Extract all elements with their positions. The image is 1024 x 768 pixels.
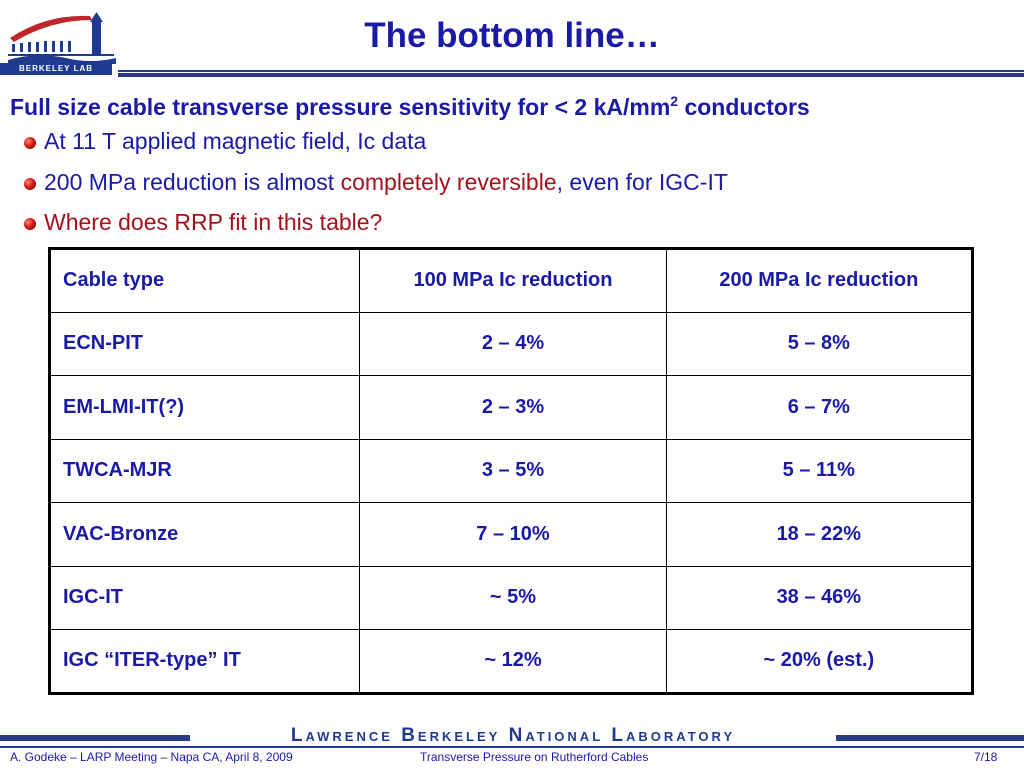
- table-cell: ECN-PIT: [48, 311, 361, 376]
- logo-caption-band: [0, 63, 112, 75]
- pressure-sensitivity-table: Cable type 100 MPa Ic reduction 200 MPa …: [48, 247, 974, 695]
- table-row: IGC “ITER-type” IT ~ 12% ~ 20% (est.): [48, 629, 974, 694]
- table-cell: 3 – 5%: [359, 438, 667, 503]
- table-cell: ~ 5%: [359, 565, 667, 630]
- table-cell: TWCA-MJR: [48, 438, 361, 503]
- table-cell: 7 – 10%: [359, 502, 667, 567]
- footer-rule-left: [0, 735, 190, 741]
- bullet-dot-icon: [24, 137, 36, 149]
- table-cell: ~ 20% (est.): [665, 629, 974, 694]
- table-cell: IGC “ITER-type” IT: [48, 629, 361, 694]
- table-cell: IGC-IT: [48, 565, 361, 630]
- table-cell: EM-LMI-IT(?): [48, 375, 361, 440]
- table-header-cell: 100 MPa Ic reduction: [359, 248, 667, 313]
- berkeley-lab-logo-graphic: [8, 12, 116, 64]
- table-header-cell: 200 MPa Ic reduction: [665, 248, 974, 313]
- bullet-2-part-1: 200 MPa reduction is almost: [44, 169, 341, 195]
- table-cell: 5 – 8%: [665, 311, 974, 376]
- footer-talk-title: Transverse Pressure on Rutherford Cables: [420, 750, 649, 764]
- header-rule-thick: [118, 73, 1024, 77]
- logo-caption: BERKELEY LAB: [18, 64, 94, 73]
- slide-subtitle: Full size cable transverse pressure sens…: [10, 86, 810, 122]
- subtitle-superscript: 2: [670, 93, 679, 109]
- table-header-cell: Cable type: [48, 248, 361, 313]
- table-row: VAC-Bronze 7 – 10% 18 – 22%: [48, 502, 974, 567]
- table-row: EM-LMI-IT(?) 2 – 3% 6 – 7%: [48, 375, 974, 440]
- bullet-dot-icon: [24, 178, 36, 190]
- bullet-2-part-3: , even for IGC-IT: [556, 169, 728, 195]
- table-row: ECN-PIT 2 – 4% 5 – 8%: [48, 311, 974, 376]
- bullet-3-text: Where does RRP fit in this table?: [44, 209, 382, 235]
- bullet-3: Where does RRP fit in this table?: [24, 207, 382, 237]
- footer-lab-name: Lawrence Berkeley National Laboratory: [290, 725, 736, 746]
- bullet-2-part-2-highlight: completely reversible: [340, 169, 557, 195]
- table-cell: ~ 12%: [359, 629, 667, 694]
- footer-author-meeting: A. Godeke – LARP Meeting – Napa CA, Apri…: [10, 750, 293, 764]
- berkeley-lab-logo: [6, 8, 118, 76]
- table-header-row: Cable type 100 MPa Ic reduction 200 MPa …: [48, 248, 974, 313]
- table-cell: VAC-Bronze: [48, 502, 361, 567]
- subtitle-suffix: conductors: [678, 94, 810, 120]
- table-cell: 18 – 22%: [665, 502, 974, 567]
- bullet-1-text: At 11 T applied magnetic field, Ic data: [44, 128, 426, 154]
- bullet-2: 200 MPa reduction is almost completely r…: [24, 167, 728, 197]
- table-cell: 6 – 7%: [665, 375, 974, 440]
- table-cell: 2 – 4%: [359, 311, 667, 376]
- table-row: TWCA-MJR 3 – 5% 5 – 11%: [48, 438, 974, 503]
- subtitle-text: Full size cable transverse pressure sens…: [10, 94, 671, 120]
- bullet-1-part-1: At 11 T applied magnetic field, Ic data: [44, 128, 427, 154]
- bullet-3-part-1: Where does RRP fit in this table?: [44, 209, 383, 235]
- bullet-dot-icon: [24, 218, 36, 230]
- slide-title: The bottom line…: [364, 16, 660, 55]
- footer-page-number: 7/18: [974, 750, 998, 764]
- header-rule-thin: [118, 70, 1024, 72]
- table-cell: 38 – 46%: [665, 565, 974, 630]
- footer-rule-right: [836, 735, 1024, 741]
- table-row: IGC-IT ~ 5% 38 – 46%: [48, 565, 974, 630]
- footer-strip: [0, 746, 1024, 768]
- table-cell: 5 – 11%: [665, 438, 974, 503]
- bullet-2-text: 200 MPa reduction is almost completely r…: [44, 169, 728, 195]
- table-cell: 2 – 3%: [359, 375, 667, 440]
- bullet-1: At 11 T applied magnetic field, Ic data: [24, 126, 426, 156]
